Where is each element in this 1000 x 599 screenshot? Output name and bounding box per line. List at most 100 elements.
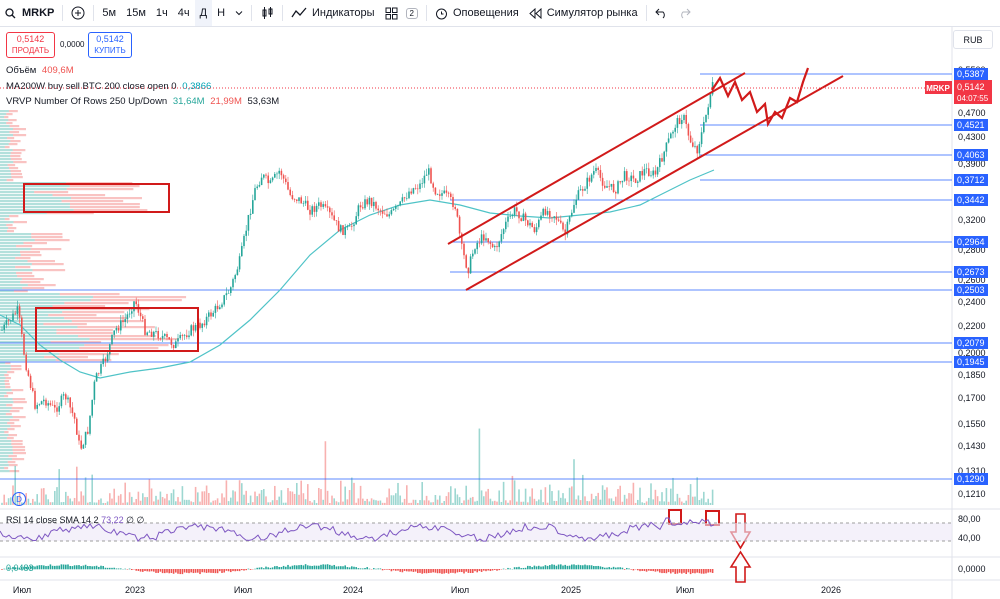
price-tick: 0,1850 — [958, 370, 986, 380]
volume-bar — [241, 483, 243, 505]
macd-bar — [100, 565, 102, 570]
profile-bar-up — [0, 389, 12, 392]
profile-bar-up — [0, 200, 62, 203]
volume-bar — [285, 502, 287, 505]
volume-bar — [529, 496, 531, 505]
macd-bar — [392, 569, 395, 571]
candle-body — [32, 387, 34, 391]
compare-button[interactable] — [66, 0, 90, 26]
candle-body — [375, 201, 377, 209]
level-badge — [954, 174, 988, 186]
candle-body — [617, 181, 619, 194]
interval-dropdown[interactable] — [230, 0, 248, 26]
volume-bar — [223, 497, 225, 505]
macd-bar — [628, 568, 630, 570]
volume-bar — [678, 497, 681, 505]
macd-bar — [560, 564, 562, 570]
rsi-legend[interactable]: RSI 14 close SMA 14 2 73,22 ∅ ∅ — [6, 515, 144, 526]
volume-bar — [236, 501, 239, 505]
macd-bar — [703, 569, 705, 574]
macd-legend[interactable]: 0,0483 — [6, 563, 34, 573]
layouts-button[interactable]: 2 — [380, 0, 423, 26]
candle-body — [208, 312, 210, 317]
macd-bar — [324, 564, 327, 570]
candle-body — [73, 413, 76, 419]
candle-body — [571, 212, 573, 217]
macd-bar — [148, 569, 151, 572]
symbol-search[interactable]: MRKP — [0, 0, 59, 26]
volume-bar — [428, 500, 430, 505]
candle-body — [146, 332, 148, 335]
interval-5m[interactable]: 5м — [102, 7, 117, 19]
volume-bar — [417, 502, 419, 505]
level-label: 0,4521 — [957, 120, 985, 130]
dividends-icon[interactable]: D — [12, 492, 26, 506]
volume-bar — [111, 498, 113, 505]
macd-bar — [161, 569, 164, 574]
macd-bar — [518, 566, 520, 570]
macd-bar — [144, 569, 146, 572]
volume-bar — [335, 501, 338, 505]
macd-bar — [579, 565, 582, 570]
profile-bar-down — [52, 194, 106, 197]
interval-week[interactable]: Н — [217, 7, 226, 19]
candle-body — [18, 306, 21, 318]
volume-bar — [199, 501, 201, 505]
level-labels: 0,5387 0,4521 0,4063 0,3712 0,3442 0,2964 0,26… — [954, 68, 988, 485]
volume-bar — [483, 496, 485, 505]
ma-legend[interactable]: MA200W buy sell BTC 200 close open 0 0,3… — [6, 81, 214, 92]
macd-bar — [406, 569, 408, 572]
candle-body — [373, 201, 375, 207]
alerts-button[interactable]: Оповещения — [430, 0, 524, 26]
volume-bar — [51, 502, 54, 505]
time-label: Июл — [13, 585, 31, 595]
macd-bar — [637, 569, 639, 571]
profile-bar-up — [0, 149, 13, 152]
volume-bar — [472, 496, 474, 505]
macd-bar — [599, 566, 602, 570]
macd-bar — [225, 569, 228, 571]
currency-selector[interactable]: RUB — [953, 30, 993, 49]
volume-bar — [406, 485, 408, 505]
candle-body — [465, 255, 467, 268]
profile-bar-up — [0, 464, 9, 467]
candle-body — [210, 312, 212, 317]
sell-button[interactable]: 0,5142 ПРОДАТЬ — [6, 32, 55, 58]
chart-type-button[interactable] — [255, 0, 279, 26]
macd-bar — [469, 569, 472, 574]
candle-body — [626, 171, 628, 181]
redo-button[interactable] — [673, 0, 696, 26]
volume-bar — [430, 502, 432, 505]
candle-body — [111, 334, 113, 345]
candle-body — [456, 208, 459, 217]
macd-bar — [135, 569, 137, 571]
volume-bar — [522, 501, 525, 505]
interval-15m[interactable]: 15м — [126, 7, 146, 19]
volume-bar — [617, 489, 619, 505]
vrvp-legend[interactable]: VRVP Number Of Rows 250 Up/Down 31,64M 2… — [6, 96, 282, 107]
profile-bar-down — [61, 200, 124, 203]
volume-bar — [368, 501, 371, 505]
candle-body — [34, 390, 36, 409]
rsi-peak-box-1 — [668, 509, 682, 525]
undo-button[interactable] — [650, 0, 673, 26]
buy-button[interactable]: 0,5142 КУПИТЬ — [88, 32, 132, 58]
macd-bar — [153, 569, 155, 572]
volume-bar — [150, 488, 153, 505]
interval-1h[interactable]: 1ч — [155, 7, 168, 19]
profile-bar-up — [0, 326, 78, 329]
replay-button[interactable]: Симулятор рынка — [524, 0, 643, 26]
interval-4h[interactable]: 4ч — [177, 7, 190, 19]
macd-bar — [293, 565, 296, 570]
divider — [426, 5, 427, 21]
macd-bar — [683, 569, 685, 573]
profile-bar-down — [30, 248, 62, 251]
volume-bar — [586, 501, 588, 505]
candle-body — [87, 431, 89, 434]
interval-day[interactable]: Д — [194, 0, 213, 26]
indicators-button[interactable]: Индикаторы — [286, 0, 380, 26]
profile-bar-up — [0, 224, 7, 227]
candle-body — [551, 217, 553, 218]
volume-legend[interactable]: Объём 409,6M — [6, 65, 77, 76]
volume-bar — [683, 502, 685, 505]
